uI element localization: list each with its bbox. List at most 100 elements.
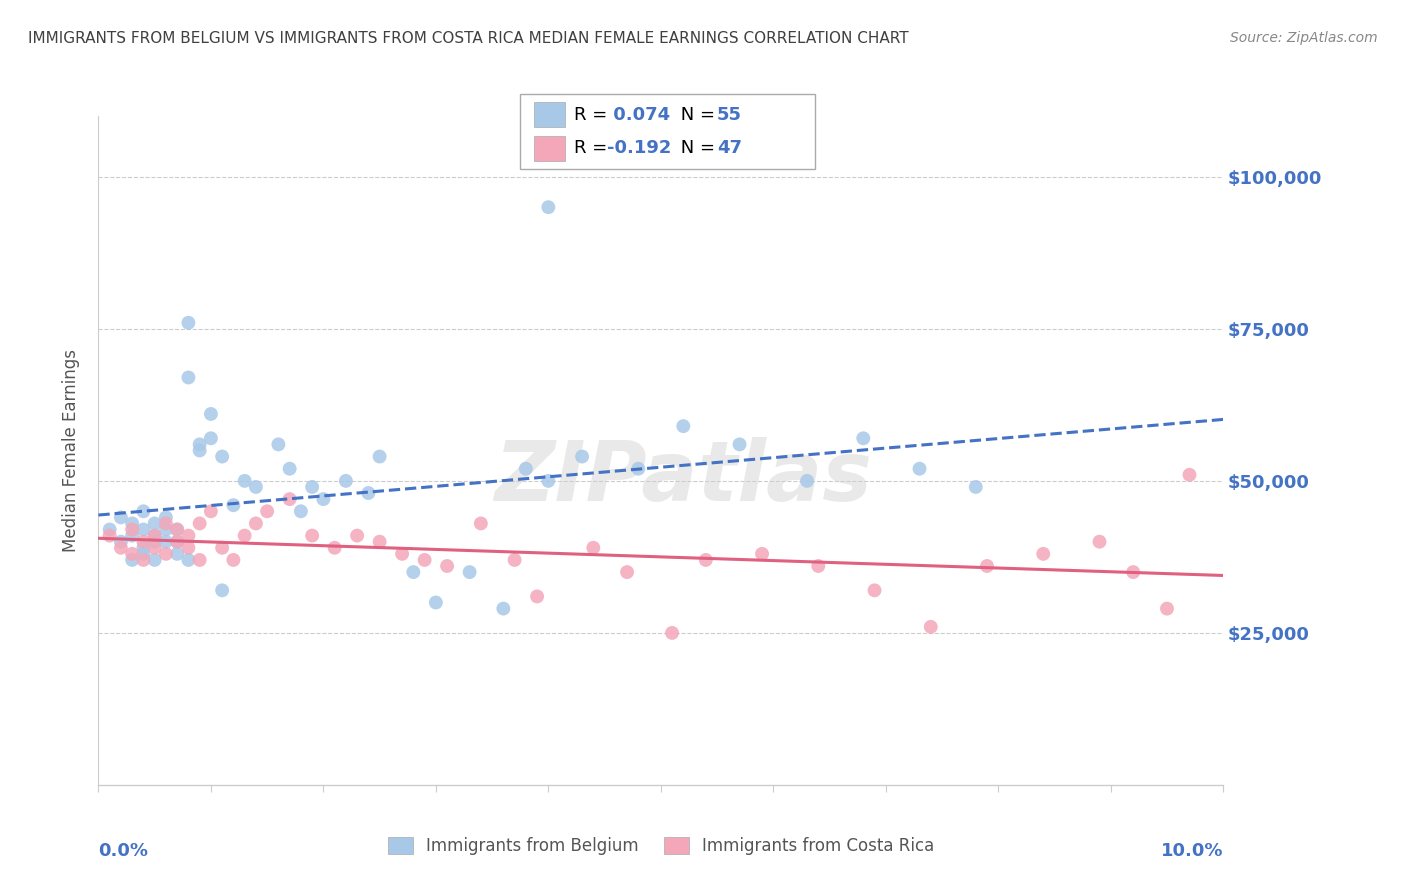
Point <box>121 553 143 567</box>
Point <box>177 553 200 567</box>
Point <box>143 534 166 549</box>
Point <box>110 510 132 524</box>
Point <box>245 516 267 531</box>
Point <box>863 583 886 598</box>
Point <box>301 480 323 494</box>
Point <box>627 461 650 475</box>
Point <box>346 528 368 542</box>
Point <box>1178 467 1201 482</box>
Point <box>143 553 166 567</box>
Point <box>728 437 751 451</box>
Point <box>121 547 143 561</box>
Point <box>132 553 155 567</box>
Point <box>222 498 245 512</box>
Point <box>200 504 222 518</box>
Point <box>132 523 155 537</box>
Point <box>166 547 188 561</box>
Text: 0.0%: 0.0% <box>98 842 149 860</box>
Point <box>751 547 773 561</box>
Point <box>121 523 143 537</box>
Point <box>807 559 830 574</box>
Text: ZIPatlas: ZIPatlas <box>495 437 872 517</box>
Point <box>166 523 188 537</box>
Point <box>177 528 200 542</box>
Point <box>368 450 391 464</box>
Point <box>211 541 233 555</box>
Point <box>188 553 211 567</box>
Point <box>278 461 301 475</box>
Point <box>233 528 256 542</box>
Point <box>695 553 717 567</box>
Point <box>312 492 335 507</box>
Point <box>1032 547 1054 561</box>
Y-axis label: Median Female Earnings: Median Female Earnings <box>62 349 80 552</box>
Point <box>582 541 605 555</box>
Point <box>222 553 245 567</box>
Point <box>155 523 177 537</box>
Point <box>143 528 166 542</box>
Point <box>211 583 233 598</box>
Point <box>188 437 211 451</box>
Point <box>661 626 683 640</box>
Text: N =: N = <box>675 139 721 157</box>
Point <box>323 541 346 555</box>
Point <box>526 590 548 604</box>
Point <box>413 553 436 567</box>
Point <box>200 407 222 421</box>
Point <box>188 516 211 531</box>
Text: 55: 55 <box>717 106 742 124</box>
Point <box>200 431 222 445</box>
Point <box>166 534 188 549</box>
Point <box>1122 565 1144 579</box>
Point <box>177 541 200 555</box>
Point <box>155 547 177 561</box>
Point <box>402 565 425 579</box>
Point <box>537 474 560 488</box>
Point <box>965 480 987 494</box>
Point <box>503 553 526 567</box>
Point <box>245 480 267 494</box>
Point <box>335 474 357 488</box>
Point <box>98 528 121 542</box>
Point <box>1088 534 1111 549</box>
Text: Source: ZipAtlas.com: Source: ZipAtlas.com <box>1230 31 1378 45</box>
Point <box>796 474 818 488</box>
Point <box>132 534 155 549</box>
Point <box>267 437 290 451</box>
Point <box>616 565 638 579</box>
Text: 0.074: 0.074 <box>607 106 671 124</box>
Text: R =: R = <box>574 106 613 124</box>
Point <box>571 450 593 464</box>
Point <box>188 443 211 458</box>
Point <box>492 601 515 615</box>
Point <box>1156 601 1178 615</box>
Text: IMMIGRANTS FROM BELGIUM VS IMMIGRANTS FROM COSTA RICA MEDIAN FEMALE EARNINGS COR: IMMIGRANTS FROM BELGIUM VS IMMIGRANTS FR… <box>28 31 908 46</box>
Point <box>233 474 256 488</box>
Point <box>470 516 492 531</box>
Point <box>368 534 391 549</box>
Point <box>166 523 188 537</box>
Point <box>177 316 200 330</box>
Point <box>155 510 177 524</box>
Point <box>256 504 278 518</box>
Text: 10.0%: 10.0% <box>1161 842 1223 860</box>
Point <box>143 516 166 531</box>
Point <box>132 504 155 518</box>
Point <box>357 486 380 500</box>
Text: R =: R = <box>574 139 613 157</box>
Text: N =: N = <box>675 106 721 124</box>
Point <box>155 516 177 531</box>
Point <box>290 504 312 518</box>
Point <box>132 541 155 555</box>
Point <box>177 370 200 384</box>
Point <box>537 200 560 214</box>
Point <box>98 523 121 537</box>
Point <box>458 565 481 579</box>
Point <box>301 528 323 542</box>
Point <box>143 541 166 555</box>
Point <box>976 559 998 574</box>
Point <box>110 534 132 549</box>
Point <box>211 450 233 464</box>
Point <box>121 516 143 531</box>
Point <box>672 419 695 434</box>
